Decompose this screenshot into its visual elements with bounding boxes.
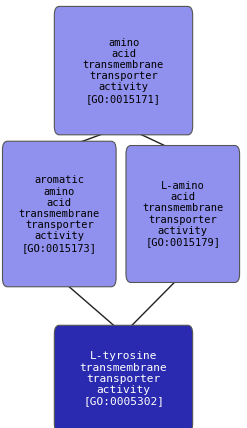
Text: amino
acid
transmembrane
transporter
activity
[GO:0015171]: amino acid transmembrane transporter act…: [83, 38, 164, 104]
Text: L-tyrosine
transmembrane
transporter
activity
[GO:0005302]: L-tyrosine transmembrane transporter act…: [80, 351, 167, 406]
FancyBboxPatch shape: [54, 325, 193, 428]
FancyBboxPatch shape: [126, 146, 240, 282]
Text: aromatic
amino
acid
transmembrane
transporter
activity
[GO:0015173]: aromatic amino acid transmembrane transp…: [19, 175, 100, 253]
Text: L-amino
acid
transmembrane
transporter
activity
[GO:0015179]: L-amino acid transmembrane transporter a…: [142, 181, 223, 247]
FancyBboxPatch shape: [54, 6, 193, 135]
FancyBboxPatch shape: [2, 141, 116, 287]
